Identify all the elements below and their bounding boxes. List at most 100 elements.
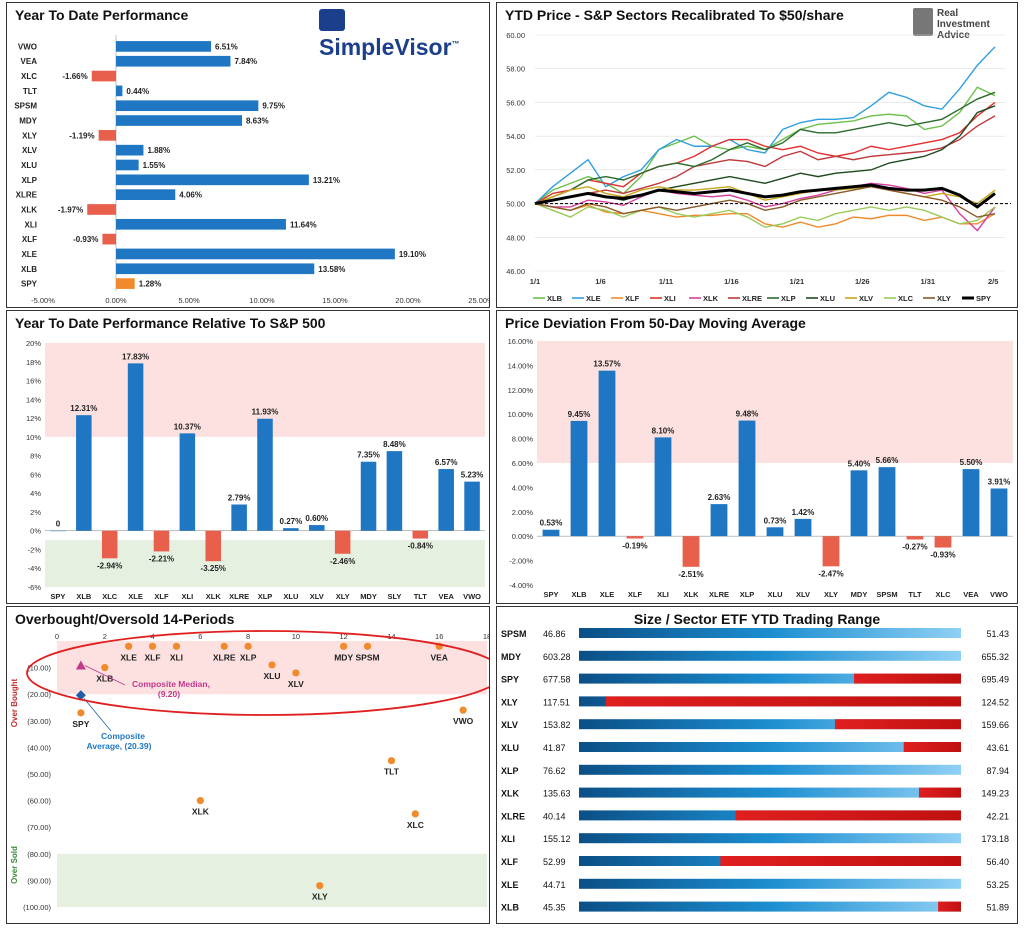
category-label: XLE	[128, 592, 143, 601]
range-bar	[579, 719, 961, 730]
scatter-point	[77, 709, 85, 717]
median-label: Composite Median,	[132, 679, 210, 689]
category-label: SPY	[50, 592, 65, 601]
y-tick-label: (30.00)	[27, 717, 51, 726]
bar	[101, 530, 118, 559]
point-label: XLF	[145, 652, 161, 662]
point-label: XLV	[288, 679, 304, 689]
x-tick-label: 20.00%	[395, 296, 421, 305]
bar	[116, 218, 286, 230]
scatter-point	[459, 706, 467, 714]
point-label: XLU	[264, 671, 281, 681]
value-label: 13.57%	[593, 360, 620, 369]
category-label: SPSM	[876, 590, 897, 599]
row-high: 42.21	[986, 811, 1009, 821]
average-leader-line	[83, 697, 112, 732]
y-tick-label: 54.00	[506, 132, 525, 141]
legend-label: XLE	[586, 294, 601, 303]
legend-label: XLB	[547, 294, 563, 303]
bar	[87, 204, 116, 215]
ria-logo-icon	[913, 8, 933, 36]
value-label: 6.51%	[215, 42, 238, 51]
bar	[794, 518, 812, 537]
y-tick-label: 6.00%	[512, 459, 534, 468]
y-tick-label: 16.00%	[508, 337, 534, 346]
value-label: 0.60%	[305, 514, 328, 523]
bar	[283, 528, 299, 531]
bar	[990, 488, 1008, 537]
bar	[850, 470, 868, 537]
y-tick-label: 8%	[30, 452, 41, 461]
x-tick-label: 15.00%	[322, 296, 348, 305]
overbought-zone	[537, 341, 1013, 463]
range-bar	[579, 833, 961, 844]
category-label: XLV	[22, 146, 38, 155]
value-label: 8.48%	[383, 440, 406, 449]
legend-label: XLRE	[742, 294, 762, 303]
row-ticker: XLY	[501, 697, 518, 707]
bar	[50, 530, 66, 532]
simplevisor-logo-text: SimpleVisor	[319, 34, 452, 60]
x-tick-label: 0.00%	[105, 296, 127, 305]
legend-label: XLV	[859, 294, 873, 303]
x-tick-label: 1/26	[855, 277, 870, 286]
value-label: 2.63%	[708, 493, 731, 502]
row-ticker: XLF	[501, 857, 519, 867]
value-label: 8.10%	[652, 426, 675, 435]
category-label: SPSM	[14, 102, 37, 111]
value-label: -0.93%	[73, 235, 98, 244]
ria-logo-line1: Real	[937, 8, 959, 19]
oversold-side-label: Over Sold	[10, 846, 19, 884]
value-label: 13.21%	[313, 176, 340, 185]
overbought-side-label: Over Bought	[10, 678, 19, 727]
category-label: XLRE	[709, 590, 729, 599]
x-tick-label: 6	[198, 632, 202, 641]
bar	[116, 115, 242, 126]
category-label: XLY	[824, 590, 838, 599]
scatter-point	[125, 642, 133, 650]
y-tick-label: 60.00	[506, 31, 525, 40]
row-ticker: XLK	[501, 789, 520, 799]
y-tick-label: (20.00)	[27, 690, 51, 699]
row-low: 117.51	[543, 697, 570, 707]
bar	[116, 55, 231, 67]
point-label: SPSM	[356, 652, 380, 662]
y-tick-label: 50.00	[506, 200, 525, 209]
row-low: 41.87	[543, 743, 566, 753]
row-high: 173.18	[981, 834, 1009, 844]
legend-label: XLU	[820, 294, 835, 303]
y-tick-label: 0.00%	[512, 532, 534, 541]
value-label: -1.19%	[69, 131, 94, 140]
category-label: VEA	[963, 590, 979, 599]
legend-label: XLY	[937, 294, 951, 303]
overbought-oversold-panel: Overbought/Oversold 14-Periods 0 2 4 6 8 10 12…	[6, 606, 490, 924]
bar	[179, 433, 196, 531]
value-label: -0.19%	[622, 542, 647, 551]
value-label: 9.75%	[262, 102, 285, 111]
range-bar-above-current	[735, 810, 961, 821]
bar	[116, 189, 176, 200]
row-high: 53.25	[986, 880, 1009, 890]
ria-logo: Real Investment Advice	[913, 8, 990, 41]
scatter-point	[340, 642, 348, 650]
x-tick-label: 2	[103, 632, 107, 641]
series-line-xlb	[534, 86, 996, 205]
row-low: 40.14	[543, 811, 566, 821]
category-label: XLF	[628, 590, 643, 599]
bar	[598, 370, 616, 537]
y-tick-label: (80.00)	[27, 850, 51, 859]
row-low: 44.71	[543, 880, 566, 890]
bar	[822, 536, 840, 567]
value-label: 5.66%	[876, 456, 899, 465]
category-label: XLB	[76, 592, 92, 601]
category-label: VWO	[18, 42, 37, 51]
value-label: -1.97%	[58, 205, 83, 214]
value-label: 6.57%	[435, 458, 458, 467]
point-label: MDY	[334, 652, 353, 662]
legend-label: XLK	[703, 294, 719, 303]
category-label: XLV	[310, 592, 324, 601]
average-label: Composite	[101, 731, 145, 741]
scatter-point	[268, 661, 276, 669]
category-label: XLC	[936, 590, 952, 599]
x-tick-label: 1/31	[920, 277, 935, 286]
